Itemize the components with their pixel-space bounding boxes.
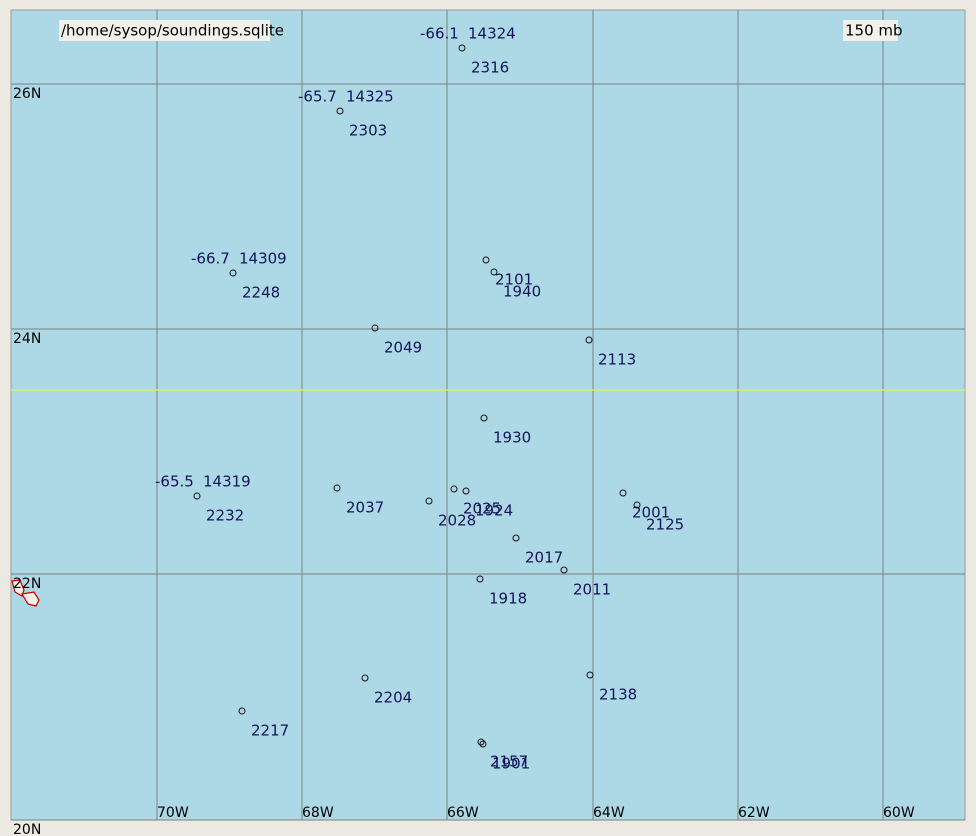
longitude-label: 68W bbox=[302, 805, 334, 821]
station-time: 2316 bbox=[471, 59, 509, 77]
file-label-bg bbox=[59, 20, 270, 41]
station-marker bbox=[458, 44, 466, 52]
station-time: 2157 bbox=[490, 753, 528, 771]
latitude-label: 22N bbox=[13, 576, 41, 592]
longitude-label: 66W bbox=[447, 805, 479, 821]
station-time: 2248 bbox=[242, 284, 280, 302]
station-marker bbox=[512, 534, 520, 542]
station-time: 2138 bbox=[599, 686, 637, 704]
level-label: 150 mb bbox=[845, 22, 903, 40]
station-time: 2017 bbox=[525, 549, 563, 567]
station-marker bbox=[462, 487, 470, 495]
station-marker bbox=[480, 414, 488, 422]
station-time: 1924 bbox=[475, 502, 513, 520]
station-temperature: -66.7 bbox=[191, 250, 230, 268]
station-marker bbox=[450, 485, 458, 493]
latitude-label: 26N bbox=[13, 86, 41, 102]
station-marker bbox=[476, 575, 484, 583]
station-time: 1930 bbox=[493, 429, 531, 447]
station-time: 2049 bbox=[384, 339, 422, 357]
station-height: 14325 bbox=[346, 88, 394, 106]
level-label-bg bbox=[843, 20, 898, 41]
station-temperature: -66.1 bbox=[420, 25, 459, 43]
latitude-label: 20N bbox=[13, 822, 41, 836]
station-height: 14324 bbox=[468, 25, 516, 43]
station-marker bbox=[333, 484, 341, 492]
station-temperature: -65.5 bbox=[155, 473, 194, 491]
latitude-label: 24N bbox=[13, 331, 41, 347]
station-time: 2232 bbox=[206, 507, 244, 525]
station-time: 2101 bbox=[495, 271, 533, 289]
station-time: 2001 bbox=[632, 504, 670, 522]
longitude-label: 62W bbox=[738, 805, 770, 821]
station-height: 14309 bbox=[239, 250, 287, 268]
station-time: 2028 bbox=[438, 512, 476, 530]
station-marker bbox=[482, 256, 490, 264]
graticule bbox=[11, 10, 965, 821]
file-label: /home/sysop/soundings.sqlite bbox=[61, 22, 284, 40]
station-marker bbox=[586, 671, 594, 679]
station-marker bbox=[479, 740, 487, 748]
station-marker bbox=[633, 501, 641, 509]
map-background bbox=[10, 9, 966, 821]
station-marker bbox=[425, 497, 433, 505]
longitude-label: 60W bbox=[883, 805, 915, 821]
longitude-label: 70W bbox=[157, 805, 189, 821]
station-temperature: -65.7 bbox=[298, 88, 337, 106]
station-time: 2037 bbox=[346, 499, 384, 517]
station-marker bbox=[193, 492, 201, 500]
station-marker bbox=[371, 324, 379, 332]
longitude-label: 64W bbox=[593, 805, 625, 821]
station-time: 2303 bbox=[349, 122, 387, 140]
station-time: 2113 bbox=[598, 351, 636, 369]
station-time: 2125 bbox=[646, 516, 684, 534]
station-time: 1901 bbox=[492, 755, 530, 773]
station-marker bbox=[490, 268, 498, 276]
station-time: 2025 bbox=[463, 500, 501, 518]
station-time: 2204 bbox=[374, 689, 412, 707]
station-time: 1940 bbox=[503, 283, 541, 301]
station-marker bbox=[238, 707, 246, 715]
station-time: 1918 bbox=[489, 590, 527, 608]
stations: -66.1 14324 2316 -65.7 14325 2303 -66.7 14309 22… bbox=[155, 25, 684, 773]
station-time: 2217 bbox=[251, 722, 289, 740]
station-height: 14319 bbox=[203, 473, 251, 491]
coastline bbox=[11, 579, 40, 607]
station-marker bbox=[560, 566, 568, 574]
station-time: 2011 bbox=[573, 581, 611, 599]
station-marker bbox=[477, 738, 485, 746]
station-marker bbox=[336, 107, 344, 115]
station-marker bbox=[229, 269, 237, 277]
station-marker bbox=[619, 489, 627, 497]
station-marker bbox=[361, 674, 369, 682]
station-marker bbox=[585, 336, 593, 344]
